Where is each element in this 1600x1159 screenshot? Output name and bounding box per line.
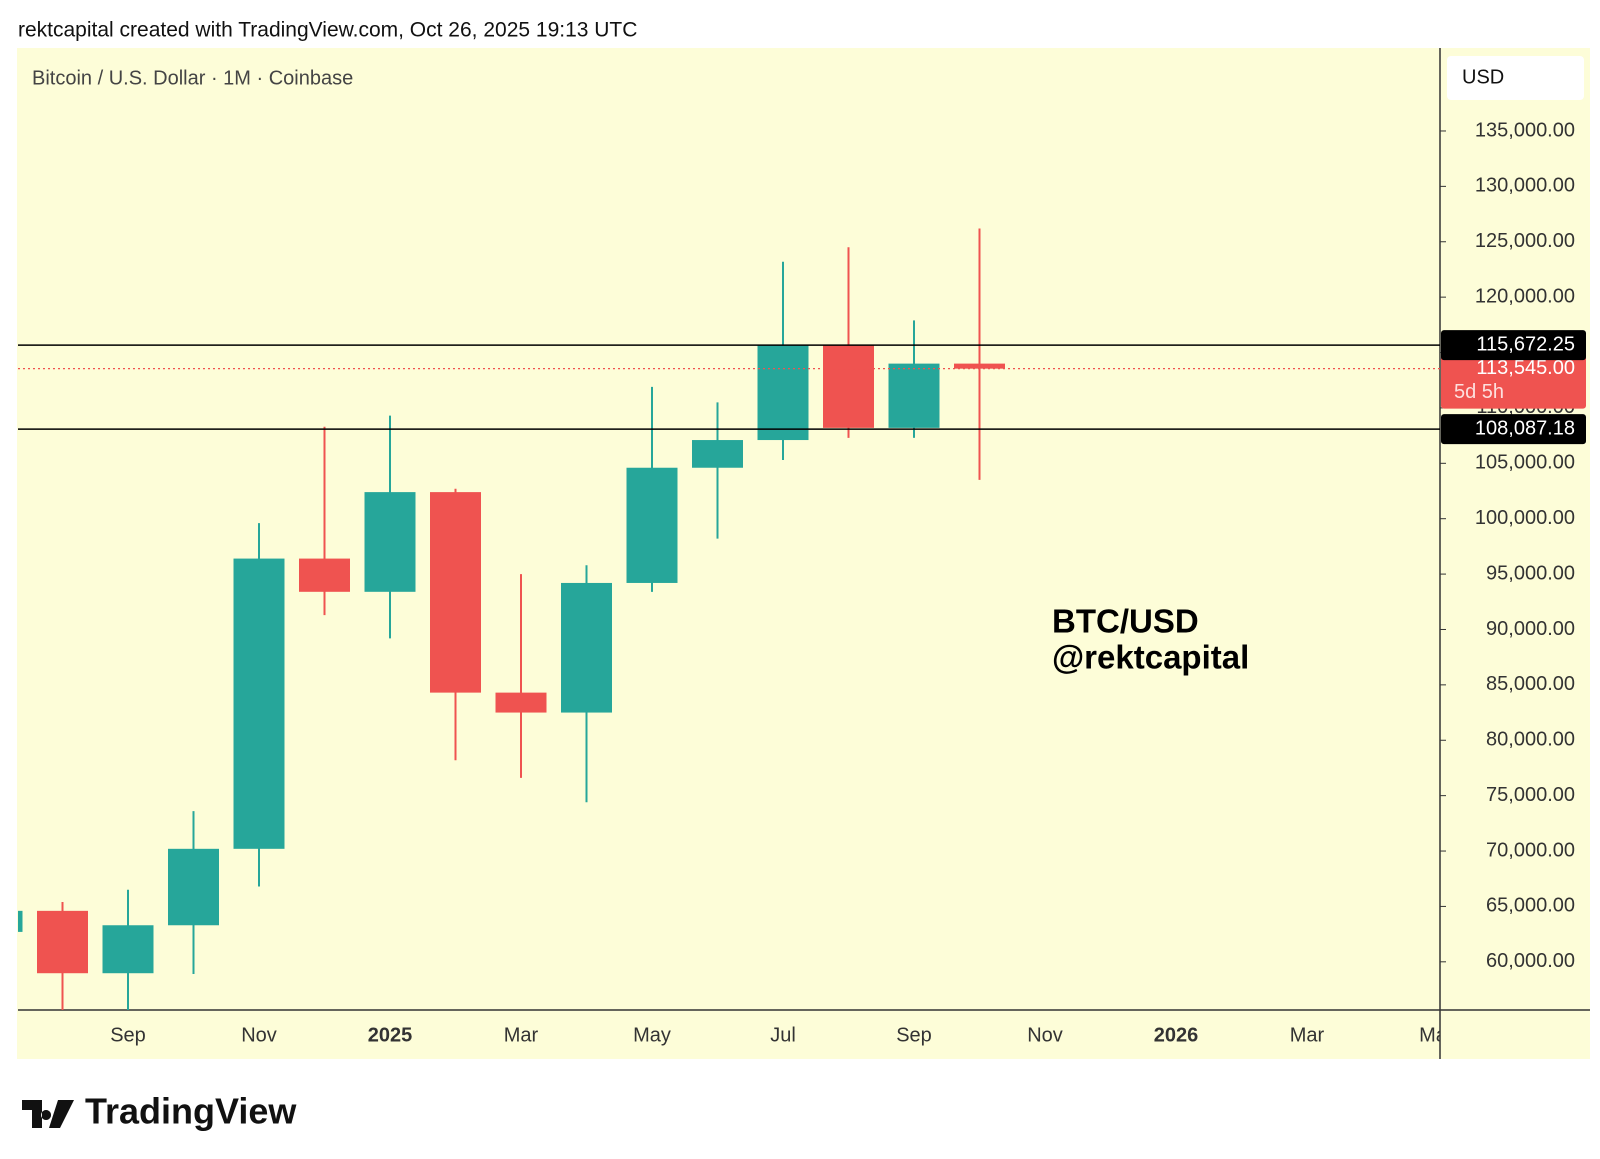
annotation: BTC/USD bbox=[1052, 603, 1199, 640]
y-tick-label: 100,000.00 bbox=[1475, 507, 1575, 529]
level-label-box bbox=[1441, 330, 1586, 361]
candle-body bbox=[561, 582, 612, 713]
candle-body bbox=[168, 848, 219, 926]
chart-title: Bitcoin / U.S. Dollar · 1M · Coinbase bbox=[32, 67, 353, 89]
y-tick-label: 105,000.00 bbox=[1475, 452, 1575, 474]
candle-body bbox=[364, 492, 416, 592]
candle-body bbox=[299, 558, 350, 592]
y-tick-label: 75,000.00 bbox=[1486, 784, 1575, 806]
y-tick-label: 135,000.00 bbox=[1475, 119, 1575, 141]
candle-body bbox=[626, 467, 678, 583]
x-tick-label: Sep bbox=[110, 1024, 146, 1046]
last-price-label: 113,545.00 bbox=[1476, 357, 1575, 379]
y-tick-label: 125,000.00 bbox=[1475, 230, 1575, 252]
x-tick-label: Jul bbox=[770, 1024, 796, 1046]
candle-body bbox=[823, 344, 874, 428]
x-tick-label: May bbox=[633, 1024, 671, 1046]
x-tick-label: Sep bbox=[896, 1024, 932, 1046]
candle-body bbox=[37, 910, 88, 974]
currency-box bbox=[1447, 56, 1584, 100]
level-label: 115,672.25 bbox=[1476, 333, 1575, 355]
y-tick-label: 120,000.00 bbox=[1475, 285, 1575, 307]
x-axis: Sep Nov 2025 Mar May Jul Sep Nov 2026 Mar May bbox=[110, 1024, 1457, 1046]
candle-body bbox=[495, 692, 547, 713]
candle-body bbox=[757, 344, 809, 441]
x-tick-label: 2025 bbox=[368, 1024, 413, 1046]
candle-body bbox=[954, 363, 1005, 369]
currency: USD bbox=[1462, 66, 1504, 88]
x-tick-label: Mar bbox=[1290, 1024, 1325, 1046]
logo: TradingView bbox=[22, 1091, 297, 1132]
y-tick-label: 60,000.00 bbox=[1486, 950, 1575, 972]
y-tick-label: 90,000.00 bbox=[1486, 618, 1575, 640]
plot-area bbox=[18, 228, 1005, 1010]
y-tick-label: 130,000.00 bbox=[1475, 175, 1575, 197]
annotation: @rektcapital bbox=[1052, 639, 1249, 676]
candle-body bbox=[233, 558, 285, 849]
candle-body bbox=[888, 363, 940, 428]
candle-body bbox=[102, 925, 154, 974]
header: rektcapital created with TradingView.com… bbox=[18, 19, 637, 42]
y-tick-label: 65,000.00 bbox=[1486, 895, 1575, 917]
last-price-box bbox=[1441, 352, 1586, 409]
x-tick-label: Nov bbox=[1027, 1024, 1063, 1046]
y-tick-label: 85,000.00 bbox=[1486, 673, 1575, 695]
x-tick-label: 2026 bbox=[1154, 1024, 1199, 1046]
x-tick-label: Mar bbox=[504, 1024, 539, 1046]
chart-background bbox=[17, 48, 1590, 1059]
x-tick-label: May bbox=[1419, 1024, 1457, 1046]
x-tick-label: Nov bbox=[241, 1024, 277, 1046]
candle-body bbox=[692, 440, 743, 468]
level-label-box bbox=[1441, 414, 1586, 445]
footer-brand: TradingView bbox=[85, 1091, 297, 1132]
candle-body bbox=[18, 910, 23, 932]
y-tick-label: 95,000.00 bbox=[1486, 562, 1575, 584]
countdown: 5d 5h bbox=[1454, 381, 1504, 403]
candle-body bbox=[430, 492, 481, 693]
y-tick-label: 70,000.00 bbox=[1486, 839, 1575, 861]
y-tick-label: 80,000.00 bbox=[1486, 729, 1575, 751]
level-label: 108,087.18 bbox=[1475, 417, 1575, 439]
